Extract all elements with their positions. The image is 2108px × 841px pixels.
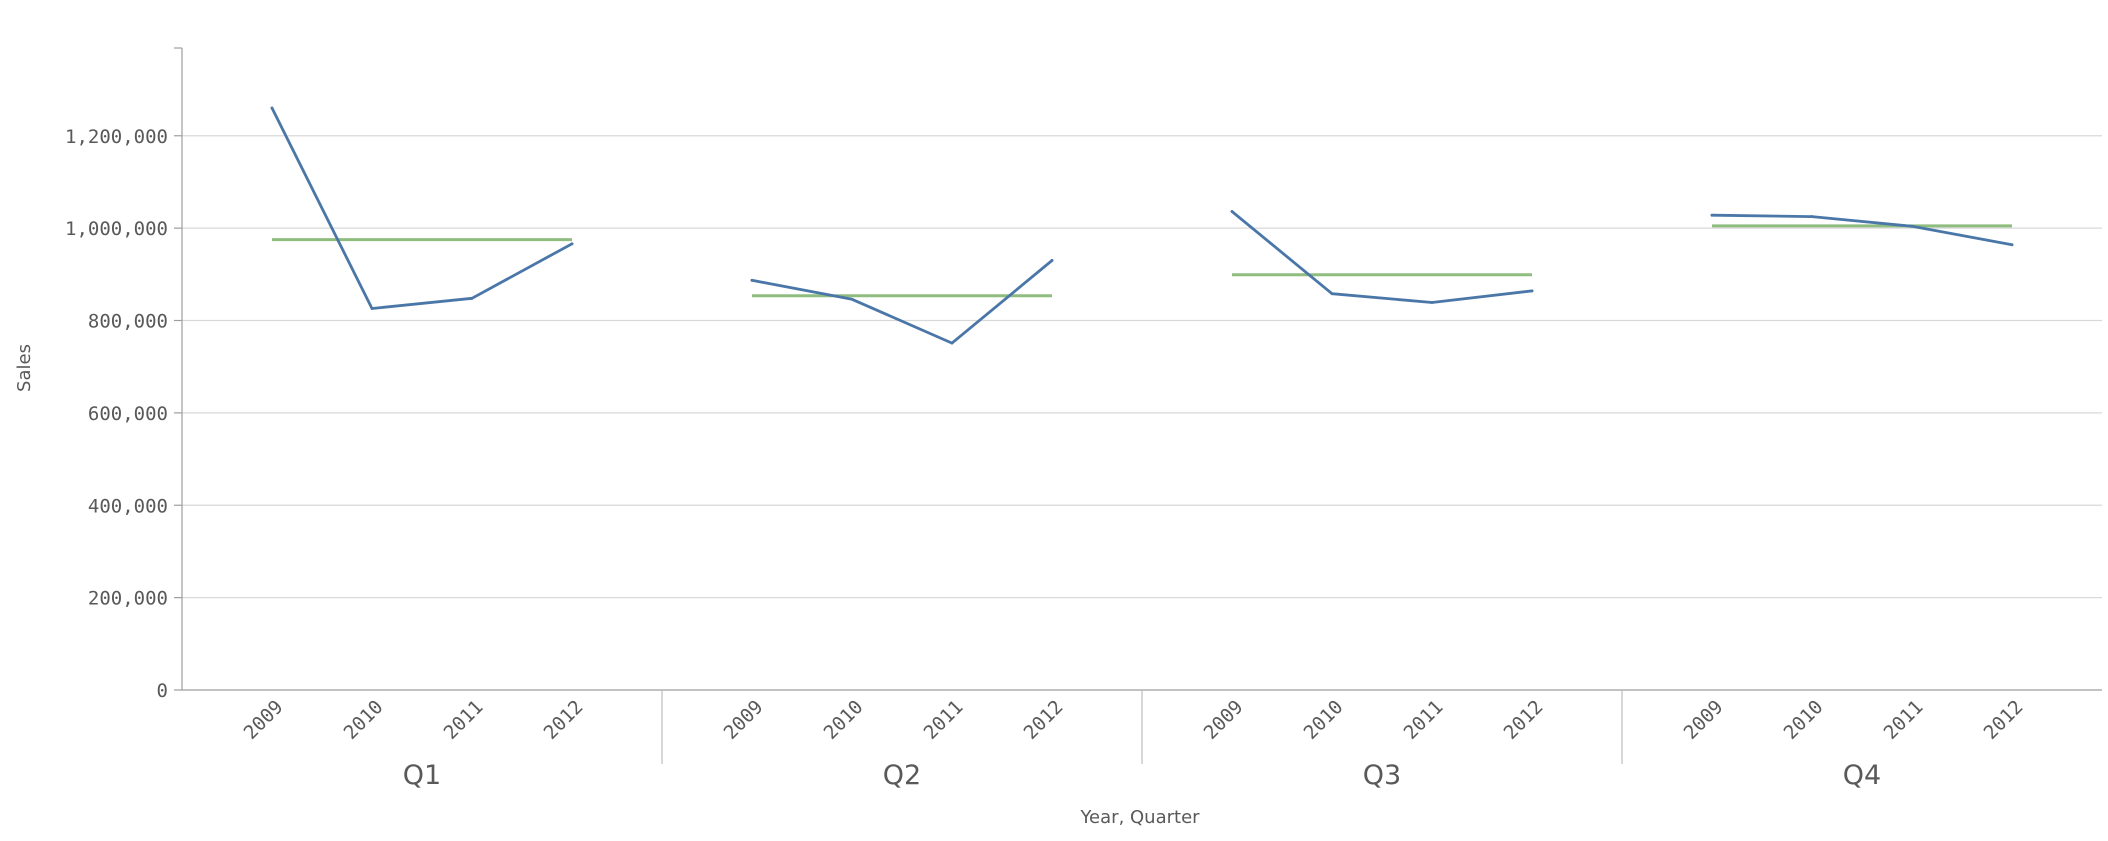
y-tick-label: 0: [157, 680, 168, 702]
y-tick-label: 400,000: [88, 495, 168, 517]
x-tick-label: 2010: [820, 696, 868, 744]
x-tick-label: 2010: [1780, 696, 1828, 744]
quarter-label: Q2: [883, 760, 921, 791]
sales-point: [1810, 215, 1814, 218]
y-tick-label: 600,000: [88, 403, 168, 425]
sales-point: [570, 242, 574, 246]
sales-point: [750, 278, 754, 282]
sales-point: [1330, 292, 1334, 296]
x-tick-label: 2011: [920, 696, 968, 744]
x-tick-label: 2010: [340, 696, 388, 744]
sales-line: [1710, 213, 2014, 247]
sales-point: [1530, 289, 1534, 293]
sales-point: [470, 296, 474, 300]
y-tick-label: 1,000,000: [65, 218, 168, 240]
x-tick-label: 2011: [1880, 696, 1928, 744]
x-tick-label: 2012: [1980, 696, 2028, 744]
quarter-label: Q4: [1843, 760, 1881, 791]
quarter-label: Q1: [403, 760, 441, 791]
x-tick-label: 2009: [720, 696, 768, 744]
x-tick-label: 2011: [440, 696, 488, 744]
sales-point: [370, 307, 374, 310]
sales-point: [1710, 213, 1714, 217]
x-tick-label: 2009: [1200, 696, 1248, 744]
sales-point: [270, 106, 274, 110]
axes: [174, 47, 2102, 764]
sales-line: [270, 106, 574, 310]
x-tick-label: 2012: [1500, 696, 1548, 744]
sales-point: [1230, 210, 1234, 213]
x-axis-ticks: 2009 2010 2011 2012 Q1 2009 2010 2011 2012 Q2 2009…: [240, 696, 2028, 791]
sales-point: [850, 297, 854, 301]
sales-line: [1230, 210, 1534, 304]
x-tick-label: 2009: [1680, 696, 1728, 744]
quarter-label: Q3: [1363, 760, 1401, 791]
x-tick-label: 2012: [540, 696, 588, 744]
sales-point: [1910, 224, 1914, 228]
gridlines: [182, 135, 2102, 599]
x-tick-label: 2011: [1400, 696, 1448, 744]
x-axis-title: Year, Quarter: [1079, 807, 1200, 828]
y-tick-label: 800,000: [88, 311, 168, 333]
sales-point: [950, 341, 954, 345]
y-axis-ticks: 0 200,000 400,000 600,000 800,000 1,000,000 1,…: [65, 126, 168, 702]
series: [270, 106, 2014, 345]
sales-point: [2010, 243, 2014, 247]
x-tick-label: 2012: [1020, 696, 1068, 744]
sales-line: [750, 259, 1054, 345]
sales-point: [1430, 301, 1434, 304]
x-tick-label: 2010: [1300, 696, 1348, 744]
y-tick-label: 200,000: [88, 588, 168, 610]
y-tick-label: 1,200,000: [65, 126, 168, 148]
sales-point: [1050, 259, 1054, 262]
y-axis-title: Sales: [14, 344, 35, 392]
x-tick-label: 2009: [240, 696, 288, 744]
